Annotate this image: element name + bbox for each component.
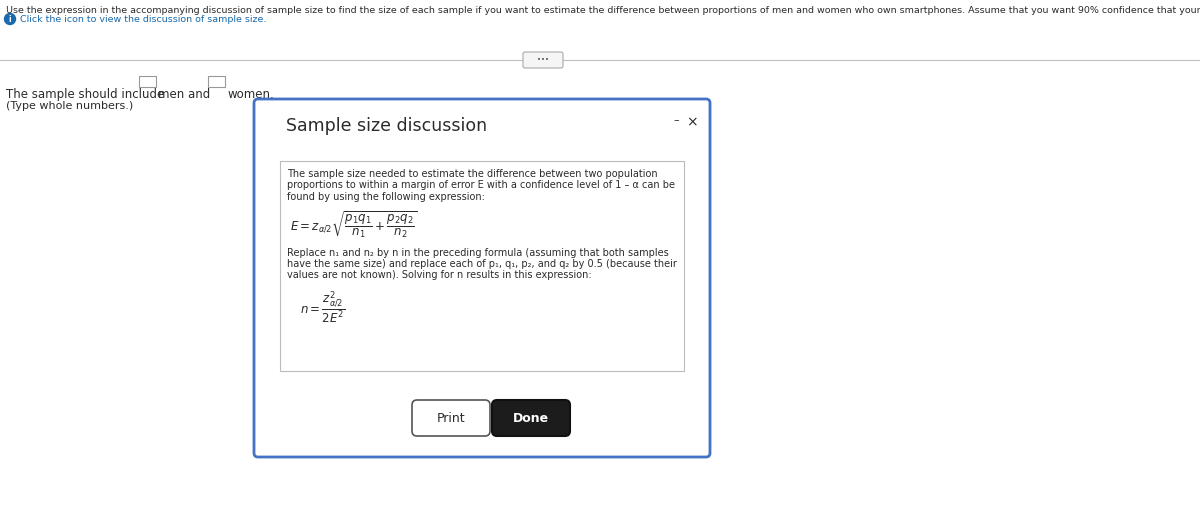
Text: •••: ••• bbox=[538, 57, 550, 63]
FancyBboxPatch shape bbox=[254, 99, 710, 457]
FancyBboxPatch shape bbox=[139, 76, 156, 87]
Text: have the same size) and replace each of p₁, q₁, p₂, and q₂ by 0.5 (because their: have the same size) and replace each of … bbox=[287, 259, 677, 269]
Text: women.: women. bbox=[227, 88, 274, 101]
FancyBboxPatch shape bbox=[492, 400, 570, 436]
Text: Sample size discussion: Sample size discussion bbox=[286, 117, 487, 135]
Text: Use the expression in the accompanying discussion of sample size to find the siz: Use the expression in the accompanying d… bbox=[6, 6, 1200, 15]
Text: The sample size needed to estimate the difference between two population: The sample size needed to estimate the d… bbox=[287, 169, 658, 179]
Text: ×: × bbox=[686, 115, 698, 129]
Text: Print: Print bbox=[437, 412, 466, 425]
Text: proportions to within a margin of error E with a confidence level of 1 – α can b: proportions to within a margin of error … bbox=[287, 180, 674, 190]
Text: Replace n₁ and n₂ by n in the preceding formula (assuming that both samples: Replace n₁ and n₂ by n in the preceding … bbox=[287, 247, 668, 258]
Text: i: i bbox=[8, 15, 11, 24]
Text: $E = z_{\alpha/2}\sqrt{\dfrac{p_1q_1}{n_1}+\dfrac{p_2q_2}{n_2}}$: $E = z_{\alpha/2}\sqrt{\dfrac{p_1q_1}{n_… bbox=[290, 210, 418, 240]
Text: Click the icon to view the discussion of sample size.: Click the icon to view the discussion of… bbox=[20, 15, 266, 24]
Text: –: – bbox=[673, 115, 679, 125]
Text: (Type whole numbers.): (Type whole numbers.) bbox=[6, 101, 133, 111]
Text: men and: men and bbox=[158, 88, 214, 101]
Text: The sample should include: The sample should include bbox=[6, 88, 168, 101]
Circle shape bbox=[5, 14, 16, 25]
FancyBboxPatch shape bbox=[523, 52, 563, 68]
FancyBboxPatch shape bbox=[412, 400, 490, 436]
Text: Done: Done bbox=[512, 412, 550, 425]
FancyBboxPatch shape bbox=[280, 161, 684, 371]
Text: found by using the following expression:: found by using the following expression: bbox=[287, 192, 485, 202]
FancyBboxPatch shape bbox=[208, 76, 226, 87]
Text: $n = \dfrac{z^2_{\alpha/2}}{2E^2}$: $n = \dfrac{z^2_{\alpha/2}}{2E^2}$ bbox=[300, 290, 346, 326]
Text: values are not known). Solving for n results in this expression:: values are not known). Solving for n res… bbox=[287, 271, 592, 280]
